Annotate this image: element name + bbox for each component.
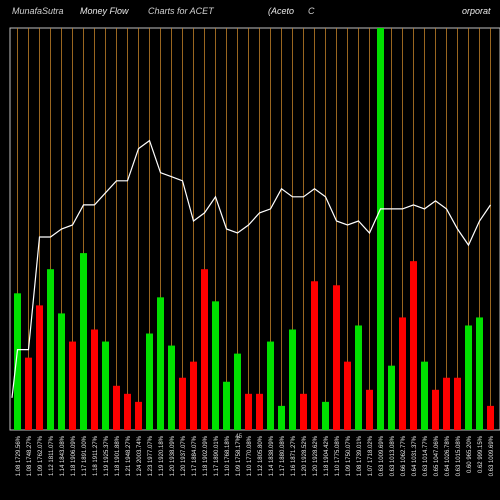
- x-tick-label: 0.63 1015.08%: [456, 435, 462, 476]
- x-tick-label: 1.18 1901.88%: [115, 435, 121, 476]
- chart-title-seg: Charts for ACET: [148, 6, 215, 16]
- x-tick-label: 1.18 1902.09%: [203, 435, 209, 476]
- x-tick-label: 1.10 1770.08%: [247, 435, 253, 476]
- volume-bar: [256, 394, 263, 430]
- chart-title-seg: MunafaSutra: [12, 6, 64, 16]
- x-tick-label: 1.24 2003.74%: [137, 435, 143, 476]
- x-tick-label: 1.10 1775.08%: [335, 435, 341, 476]
- x-tick-label: 0.60 965.20%: [467, 435, 473, 473]
- volume-bar: [388, 366, 395, 430]
- x-tick-label: 1.18 1911.27%: [93, 435, 99, 476]
- volume-bar: [80, 253, 87, 430]
- volume-bar: [333, 285, 340, 430]
- chart-title-seg: Money Flow: [80, 6, 129, 16]
- volume-bar: [91, 330, 98, 431]
- volume-bar: [410, 261, 417, 430]
- volume-bar: [300, 394, 307, 430]
- volume-bar: [168, 346, 175, 430]
- volume-bar: [278, 406, 285, 430]
- x-tick-label: 0.66 1062.77%: [401, 435, 407, 476]
- x-tick-label: 0.63 1009.69%: [489, 435, 495, 476]
- volume-bar: [454, 378, 461, 430]
- volume-bar: [344, 362, 351, 430]
- volume-bar: [234, 354, 241, 430]
- x-tick-label: 1.08 1729.56%: [16, 435, 22, 476]
- money-flow-chart: MunafaSutra Money Flow Charts for ACET (Ace…: [0, 0, 500, 500]
- x-tick-label: 1.09 1758.17%: [236, 435, 242, 476]
- volume-bar: [201, 269, 208, 430]
- x-tick-label: 1.19 1925.37%: [104, 435, 110, 476]
- x-tick-label: 1.20 1928.62%: [313, 435, 319, 476]
- x-tick-label: 1.14 1843.08%: [60, 435, 66, 476]
- volume-bar: [113, 386, 120, 430]
- chart-title-seg: (Aceto: [268, 6, 294, 16]
- volume-bar: [223, 382, 230, 430]
- x-tick-label: 1.08 1739.01%: [357, 435, 363, 476]
- x-tick-label: 1.10 1768.18%: [225, 435, 231, 476]
- volume-bar: [443, 378, 450, 430]
- volume-bar: [212, 301, 219, 430]
- volume-bar: [366, 390, 373, 430]
- x-tick-label: 1.17 1891.00%: [82, 435, 88, 476]
- x-tick-label: 0.62 999.15%: [478, 435, 484, 473]
- volume-bar: [190, 362, 197, 430]
- x-tick-label: 1.19 1920.18%: [159, 435, 165, 476]
- volume-bar: [267, 342, 274, 430]
- volume-bar: [399, 317, 406, 430]
- volume-bar: [102, 342, 109, 430]
- x-tick-label: 1.20 1938.09%: [170, 435, 176, 476]
- x-tick-label: 0.64 1031.37%: [412, 435, 418, 476]
- volume-bar: [465, 325, 472, 430]
- volume-bar: [124, 394, 131, 430]
- x-tick-label: 1.18 1904.42%: [324, 435, 330, 476]
- volume-bar: [69, 342, 76, 430]
- volume-bar: [487, 406, 494, 430]
- x-tick-label: 1.17 1890.01%: [214, 435, 220, 476]
- x-tick-label: 1.20 1928.52%: [302, 435, 308, 476]
- volume-bar: [157, 297, 164, 430]
- x-tick-label: 0.63 1014.77%: [423, 435, 429, 476]
- volume-bar: [146, 334, 153, 430]
- x-tick-label: 1.12 1805.80%: [258, 435, 264, 476]
- volume-bar: [322, 402, 329, 430]
- x-tick-label: 1.17 1880.08%: [280, 435, 286, 476]
- chart-title-seg: orporat: [462, 6, 491, 16]
- volume-bar: [135, 402, 142, 430]
- volume-bar: [432, 390, 439, 430]
- volume-bar: [355, 325, 362, 430]
- x-tick-label: 1.18 1906.09%: [71, 435, 77, 476]
- volume-bar: [36, 305, 43, 430]
- x-tick-label: 1.09 1750.07%: [346, 435, 352, 476]
- volume-bar: [476, 317, 483, 430]
- volume-bar: [25, 358, 32, 430]
- x-tick-label: 1.09 1762.07%: [38, 435, 44, 476]
- x-tick-label: 1.16 1871.27%: [291, 435, 297, 476]
- x-tick-label: 0.63 1009.69%: [379, 435, 385, 476]
- volume-bar: [289, 330, 296, 431]
- volume-bar: [245, 394, 252, 430]
- x-tick-label: 1.17 1884.07%: [192, 435, 198, 476]
- volume-bar: [311, 281, 318, 430]
- chart-title-seg: C: [308, 6, 315, 16]
- volume-bar: [58, 313, 65, 430]
- x-tick-label: 0.63 1013.08%: [390, 435, 396, 476]
- x-tick-label: 1.23 1977.07%: [148, 435, 154, 476]
- x-tick-label: 1.14 1838.09%: [269, 435, 275, 476]
- x-tick-label: 1.21 1948.27%: [126, 435, 132, 476]
- x-tick-label: 1.12 1811.07%: [49, 435, 55, 476]
- volume-bar: [14, 293, 21, 430]
- volume-bar: [421, 362, 428, 430]
- x-tick-label: 0.65 1047.06%: [434, 435, 440, 476]
- x-tick-label: 1.07 1718.02%: [368, 435, 374, 476]
- x-tick-label: 0.64 1026.78%: [445, 435, 451, 476]
- volume-bar: [179, 378, 186, 430]
- volume-bar: [377, 28, 384, 430]
- x-tick-label: 1.20 1937.07%: [181, 435, 187, 476]
- x-tick-label: 1.08 1748.27%: [27, 435, 33, 476]
- volume-bar: [47, 269, 54, 430]
